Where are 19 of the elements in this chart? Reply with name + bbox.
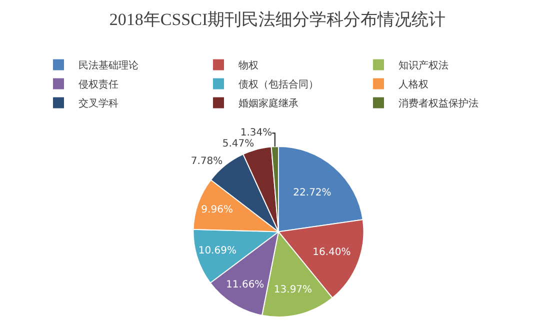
legend-label: 民法基础理论 (78, 60, 138, 72)
data-label: 10.69% (198, 246, 236, 257)
legend-label: 消费者权益保护法 (398, 98, 478, 110)
legend-label: 物权 (238, 60, 258, 72)
data-label: 16.40% (312, 247, 351, 258)
legend-label: 人格权 (398, 78, 428, 91)
data-label: 9.96% (201, 204, 233, 216)
legend-label: 婚姻家庭继承 (238, 98, 298, 110)
legend-label: 债权（包括合同） (238, 78, 318, 91)
legend-label: 侵权责任 (78, 78, 118, 91)
data-label: 13.97% (274, 284, 312, 296)
data-label: 5.47% (222, 138, 254, 150)
chart-title: 2018年CSSCI期刊民法细分学科分布情况统计 (109, 10, 446, 29)
legend-label: 知识产权法 (398, 60, 448, 72)
data-label: 11.66% (226, 279, 264, 290)
data-label: 22.72% (293, 187, 332, 198)
data-label: 1.34% (240, 128, 272, 139)
data-label: 7.78% (190, 156, 223, 168)
legend-label: 交叉学科 (78, 98, 118, 110)
